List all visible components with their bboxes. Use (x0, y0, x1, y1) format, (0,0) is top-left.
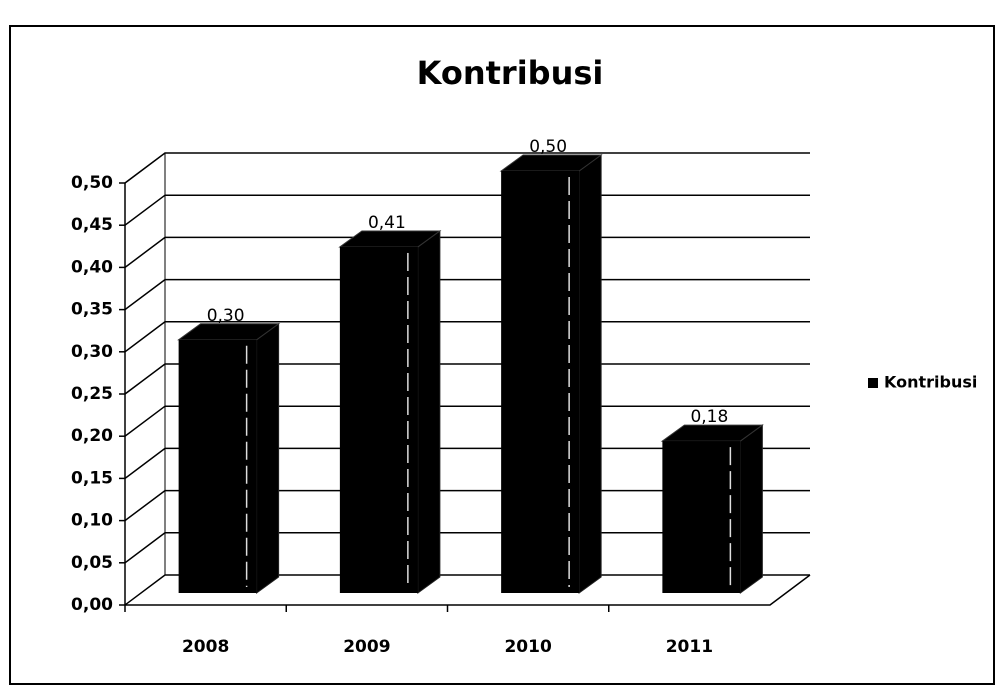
x-tick-label: 2009 (343, 637, 390, 657)
y-tick-label: 0,25 (71, 384, 113, 404)
x-tick-label: 2008 (182, 637, 229, 657)
chart-title: Kontribusi (417, 54, 604, 92)
legend-swatch (868, 378, 878, 388)
floor (125, 574, 811, 606)
y-tick-label: 0,00 (71, 595, 113, 615)
bar-side (417, 229, 441, 594)
y-tick-label: 0,05 (71, 553, 113, 573)
grid-line (124, 152, 810, 184)
legend-label: Kontribusi (884, 373, 977, 392)
y-tick-label: 0,35 (71, 300, 113, 320)
y-tick-label: 0,10 (71, 511, 113, 531)
data-label: 0,18 (690, 407, 728, 427)
bar-side (578, 154, 602, 594)
y-tick-label: 0,30 (71, 342, 113, 362)
bar-side (256, 322, 280, 594)
bar (339, 246, 418, 593)
y-tick-label: 0,40 (71, 257, 113, 277)
y-tick-label: 0,15 (71, 468, 113, 488)
bar (662, 441, 741, 593)
data-label: 0,50 (529, 137, 567, 157)
data-label: 0,41 (368, 213, 406, 233)
y-tick-label: 0,50 (71, 173, 113, 193)
data-label: 0,30 (207, 306, 245, 326)
bar (178, 339, 257, 593)
y-tick-label: 0,20 (71, 426, 113, 446)
bar (501, 171, 580, 593)
y-tick-label: 0,45 (71, 215, 113, 235)
x-tick-label: 2011 (666, 637, 713, 657)
x-tick-label: 2010 (504, 637, 551, 657)
bar-side (739, 424, 763, 594)
